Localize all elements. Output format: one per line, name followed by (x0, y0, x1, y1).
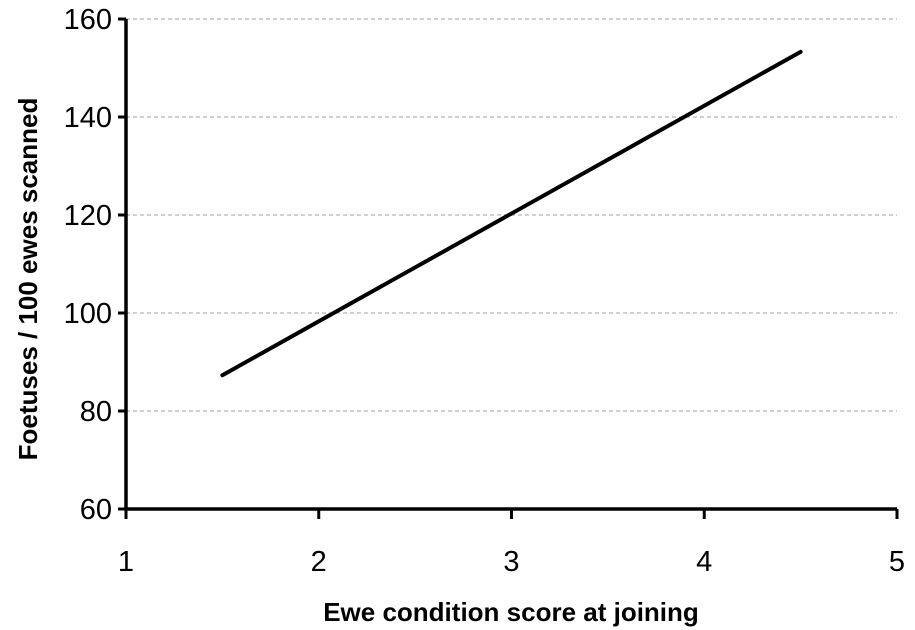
series-line-0 (220, 49, 803, 378)
series-layer (220, 49, 803, 378)
y-tick-labels: 60 80 100 120 140 160 (64, 4, 112, 526)
y-tick-label-160: 160 (64, 4, 112, 36)
x-tick-label-5: 5 (889, 546, 905, 578)
x-tick-label-1: 1 (118, 546, 134, 578)
y-tick-label-120: 120 (64, 200, 112, 232)
x-tick-labels: 1 2 3 4 5 (118, 546, 905, 578)
y-tick-label-100: 100 (64, 298, 112, 330)
axes (118, 17, 899, 519)
x-tick-label-4: 4 (696, 546, 712, 578)
x-axis-title: Ewe condition score at joining (323, 597, 699, 627)
y-tick-label-140: 140 (64, 102, 112, 134)
y-tick-label-60: 60 (80, 494, 112, 526)
x-tick-label-2: 2 (311, 546, 327, 578)
y-axis-title: Foetuses / 100 ewes scanned (13, 98, 43, 461)
x-tick-label-3: 3 (503, 546, 519, 578)
y-tick-label-80: 80 (80, 396, 112, 428)
